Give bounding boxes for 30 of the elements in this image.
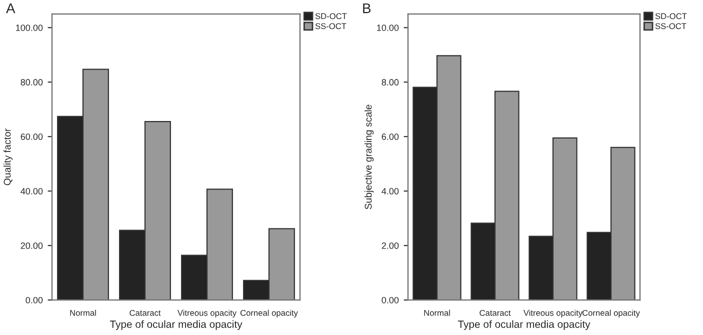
y-tick-label: 60.00 [20, 134, 43, 140]
y-tick-label: 2.00 [382, 242, 399, 249]
y-tick-label: 10.00 [377, 24, 399, 31]
x-tick-label: Normal [70, 310, 96, 316]
x-tick-label: Corneal opacity [240, 310, 298, 318]
legend-label: SD-OCT [315, 13, 347, 20]
legend-label: SD-OCT [655, 13, 687, 20]
x-tick-label: Vitreous opacity [523, 310, 583, 318]
y-tick-label: 20.00 [20, 242, 43, 249]
y-tick-label: 0.00 [382, 296, 399, 304]
x-axis-title: Type of ocular media opacity [110, 320, 242, 330]
chart-title: A [6, 4, 16, 14]
x-axis-title: Type of ocular media opacity [458, 320, 590, 330]
y-tick-label: 4.00 [382, 188, 399, 194]
y-axis-title: Subjective grading scale [364, 104, 374, 210]
y-tick-label: 6.00 [382, 134, 399, 140]
x-tick-label: Vitreous opacity [177, 310, 237, 318]
y-tick-label: 100.00 [16, 24, 43, 31]
y-tick-label: 8.00 [382, 79, 399, 86]
x-tick-label: Cataract [130, 310, 161, 316]
y-tick-label: 0.00 [26, 296, 43, 304]
chart-title: B [363, 4, 371, 14]
y-axis-title: Quality factor [4, 128, 13, 186]
y-tick-label: 40.00 [20, 188, 43, 194]
legend-label: SS-OCT [655, 23, 686, 30]
x-tick-label: Corneal opacity [582, 310, 640, 318]
y-tick-label: 80.00 [20, 79, 43, 86]
legend-label: SS-OCT [315, 23, 346, 30]
x-tick-label: Cataract [480, 310, 511, 316]
x-tick-label: Normal [424, 310, 450, 316]
